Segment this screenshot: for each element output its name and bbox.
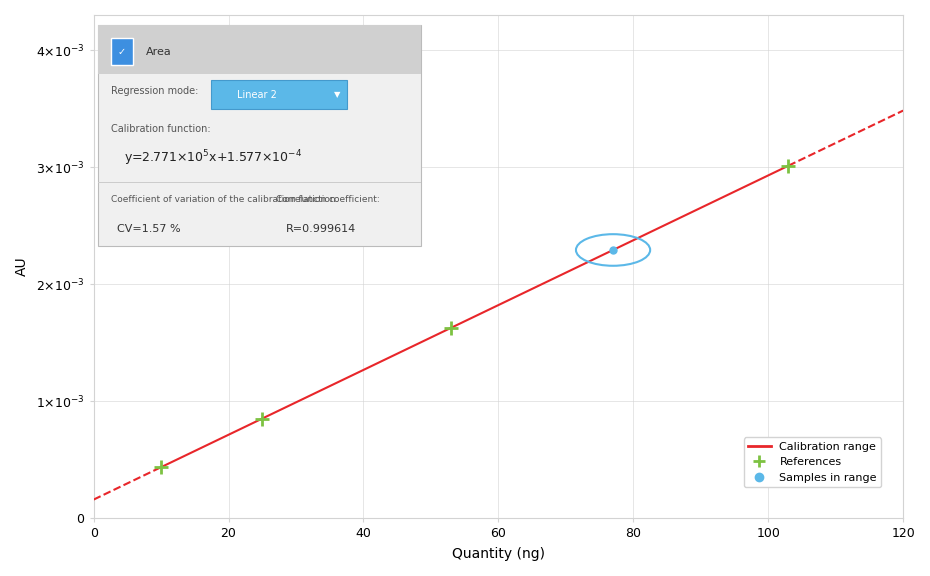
- Legend: Calibration range, References, Samples in range: Calibration range, References, Samples i…: [744, 437, 882, 487]
- Y-axis label: AU: AU: [15, 257, 29, 276]
- X-axis label: Quantity (ng): Quantity (ng): [452, 547, 545, 561]
